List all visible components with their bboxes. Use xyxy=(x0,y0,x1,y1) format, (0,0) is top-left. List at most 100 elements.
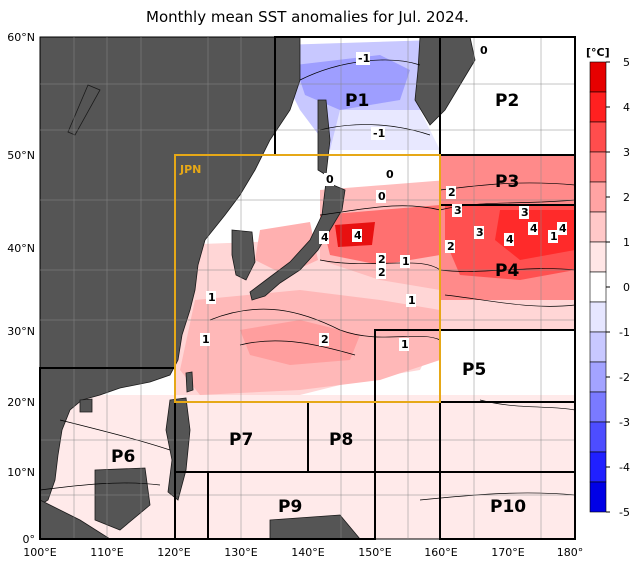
land-sakhalin xyxy=(317,99,331,176)
land-small-island xyxy=(67,84,101,136)
colorbar-tick-label: -4 xyxy=(619,461,630,474)
region-box-jpn xyxy=(174,154,441,403)
contour-label-bg xyxy=(376,190,386,203)
lon-label: 110°E xyxy=(90,546,123,559)
colorbar xyxy=(589,61,607,513)
contour-label: 1 xyxy=(208,291,216,304)
contour-label-bg xyxy=(446,186,456,199)
lon-label: 170°E xyxy=(491,546,524,559)
map-title: Monthly mean SST anomalies for Jul. 2024… xyxy=(146,8,469,26)
colorbar-tick-label: 2 xyxy=(623,191,630,204)
contour-label-bg xyxy=(356,52,370,65)
lon-label: 180° xyxy=(557,546,584,559)
contour-label: 1 xyxy=(402,255,410,268)
contour-label-bg xyxy=(376,253,386,266)
contour-label-bg xyxy=(406,294,416,307)
colorbar-tick-label: -3 xyxy=(619,416,630,429)
contour-label-bg xyxy=(452,204,462,217)
colorbar-tick-label: 4 xyxy=(623,101,630,114)
contour-label: 0 xyxy=(386,168,394,181)
lon-label: 120°E xyxy=(157,546,190,559)
contour-label: 2 xyxy=(321,333,329,346)
region-label-p10: P10 xyxy=(490,497,526,517)
contour-label-bg xyxy=(371,127,385,140)
contour-label: 2 xyxy=(378,266,386,279)
contour-label: 4 xyxy=(354,229,362,242)
contour-label: 2 xyxy=(447,240,455,253)
lon-label: 140°E xyxy=(291,546,324,559)
colorbar-swatch xyxy=(589,301,607,333)
anomaly-area-okhotsk-cold-core xyxy=(295,55,410,110)
lon-label: 150°E xyxy=(358,546,391,559)
colorbar-swatch xyxy=(589,151,607,183)
region-label-p8: P8 xyxy=(329,430,353,450)
contour-label: 1 xyxy=(202,333,210,346)
lat-label: 60°N xyxy=(7,31,35,44)
contour-label-bg xyxy=(519,206,529,219)
region-label-p2: P2 xyxy=(495,91,519,111)
region-label-p7: P7 xyxy=(229,430,253,450)
region-boxes xyxy=(39,36,576,540)
colorbar-swatch xyxy=(589,61,607,93)
contour-label-bg xyxy=(206,291,216,304)
region-label-p3: P3 xyxy=(495,172,519,192)
contour-label-bg xyxy=(478,44,488,57)
lat-label: 40°N xyxy=(7,242,35,255)
colorbar-swatch xyxy=(589,361,607,393)
lon-label: 100°E xyxy=(23,546,56,559)
anomaly-area-jpn-east xyxy=(320,205,440,265)
region-box-p6-extra xyxy=(174,471,209,540)
contour-label: 2 xyxy=(448,186,456,199)
contour-label-bg xyxy=(504,233,514,246)
contour-label-bg xyxy=(399,338,409,351)
contour-label-bg xyxy=(528,222,538,235)
contour-label: 1 xyxy=(401,338,409,351)
contour-label-bg xyxy=(324,173,334,186)
colorbar-tick-label: -1 xyxy=(619,326,630,339)
colorbar-swatch xyxy=(589,481,607,513)
region-label-p4: P4 xyxy=(495,261,519,281)
contour-label: 3 xyxy=(454,204,462,217)
colorbar-swatch xyxy=(589,451,607,483)
colorbar-swatch xyxy=(589,421,607,453)
lat-label: 10°N xyxy=(7,466,35,479)
colorbar-swatch xyxy=(589,211,607,243)
region-label-p1: P1 xyxy=(345,91,369,111)
colorbar-swatch xyxy=(589,271,607,303)
land-hainan xyxy=(79,398,93,413)
contour-label-bg xyxy=(548,230,558,243)
contour-label: 0 xyxy=(378,190,386,203)
contour-label: 4 xyxy=(321,231,329,244)
region-label-p5: P5 xyxy=(462,360,486,380)
lat-label: 30°N xyxy=(7,325,35,338)
contour-label: 0 xyxy=(480,44,488,57)
contour-label: -1 xyxy=(373,127,385,140)
contour-label: 4 xyxy=(559,222,567,235)
contour-label: -1 xyxy=(358,52,370,65)
contour-label-bg xyxy=(474,226,484,239)
contour-label: 1 xyxy=(550,230,558,243)
contour-label: 1 xyxy=(408,294,416,307)
region-label-jpn: JPN xyxy=(179,163,201,176)
lon-label: 160°E xyxy=(424,546,457,559)
region-label-p9: P9 xyxy=(278,497,302,517)
colorbar-tick-label: -5 xyxy=(619,506,630,519)
colorbar-tick-label: -2 xyxy=(619,371,630,384)
contour-label: 0 xyxy=(326,173,334,186)
contour-label-bg xyxy=(319,333,329,346)
lat-label: 0° xyxy=(23,533,36,546)
land-taiwan xyxy=(185,371,194,393)
colorbar-swatch xyxy=(589,241,607,273)
colorbar-tick-label: 3 xyxy=(623,146,630,159)
land-kamchatka xyxy=(414,37,476,126)
colorbar-swatch xyxy=(589,91,607,123)
land-japan xyxy=(249,181,346,301)
colorbar-swatch xyxy=(589,121,607,153)
lon-label: 130°E xyxy=(224,546,257,559)
contour-label-bg xyxy=(376,266,386,279)
colorbar-tick-label: 0 xyxy=(623,281,630,294)
colorbar-swatch xyxy=(589,331,607,363)
contour-label-bg xyxy=(352,229,362,242)
contour-label: 3 xyxy=(521,206,529,219)
contour-label: 4 xyxy=(506,233,514,246)
